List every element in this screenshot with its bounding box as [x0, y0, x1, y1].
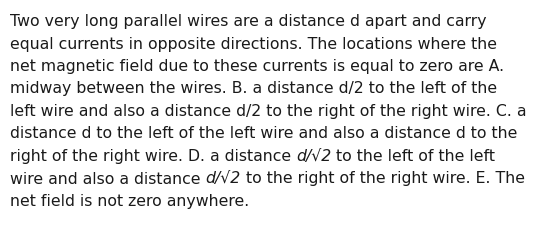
Text: equal currents in opposite directions. The locations where the: equal currents in opposite directions. T… [10, 36, 497, 51]
Text: right of the right wire. D. a distance: right of the right wire. D. a distance [10, 148, 296, 163]
Text: left wire and also a distance d/2 to the right of the right wire. C. a: left wire and also a distance d/2 to the… [10, 104, 527, 118]
Text: midway between the wires. B. a distance d/2 to the left of the: midway between the wires. B. a distance … [10, 81, 497, 96]
Text: distance d to the left of the left wire and also a distance d to the: distance d to the left of the left wire … [10, 126, 517, 141]
Text: d/√2: d/√2 [205, 171, 240, 186]
Text: d/√2: d/√2 [296, 148, 331, 163]
Text: wire and also a distance: wire and also a distance [10, 171, 205, 186]
Text: net magnetic field due to these currents is equal to zero are A.: net magnetic field due to these currents… [10, 59, 504, 74]
Text: net field is not zero anywhere.: net field is not zero anywhere. [10, 193, 249, 208]
Text: Two very long parallel wires are a distance d apart and carry: Two very long parallel wires are a dista… [10, 14, 487, 29]
Text: to the right of the right wire. E. The: to the right of the right wire. E. The [240, 171, 525, 186]
Text: to the left of the left: to the left of the left [331, 148, 496, 163]
